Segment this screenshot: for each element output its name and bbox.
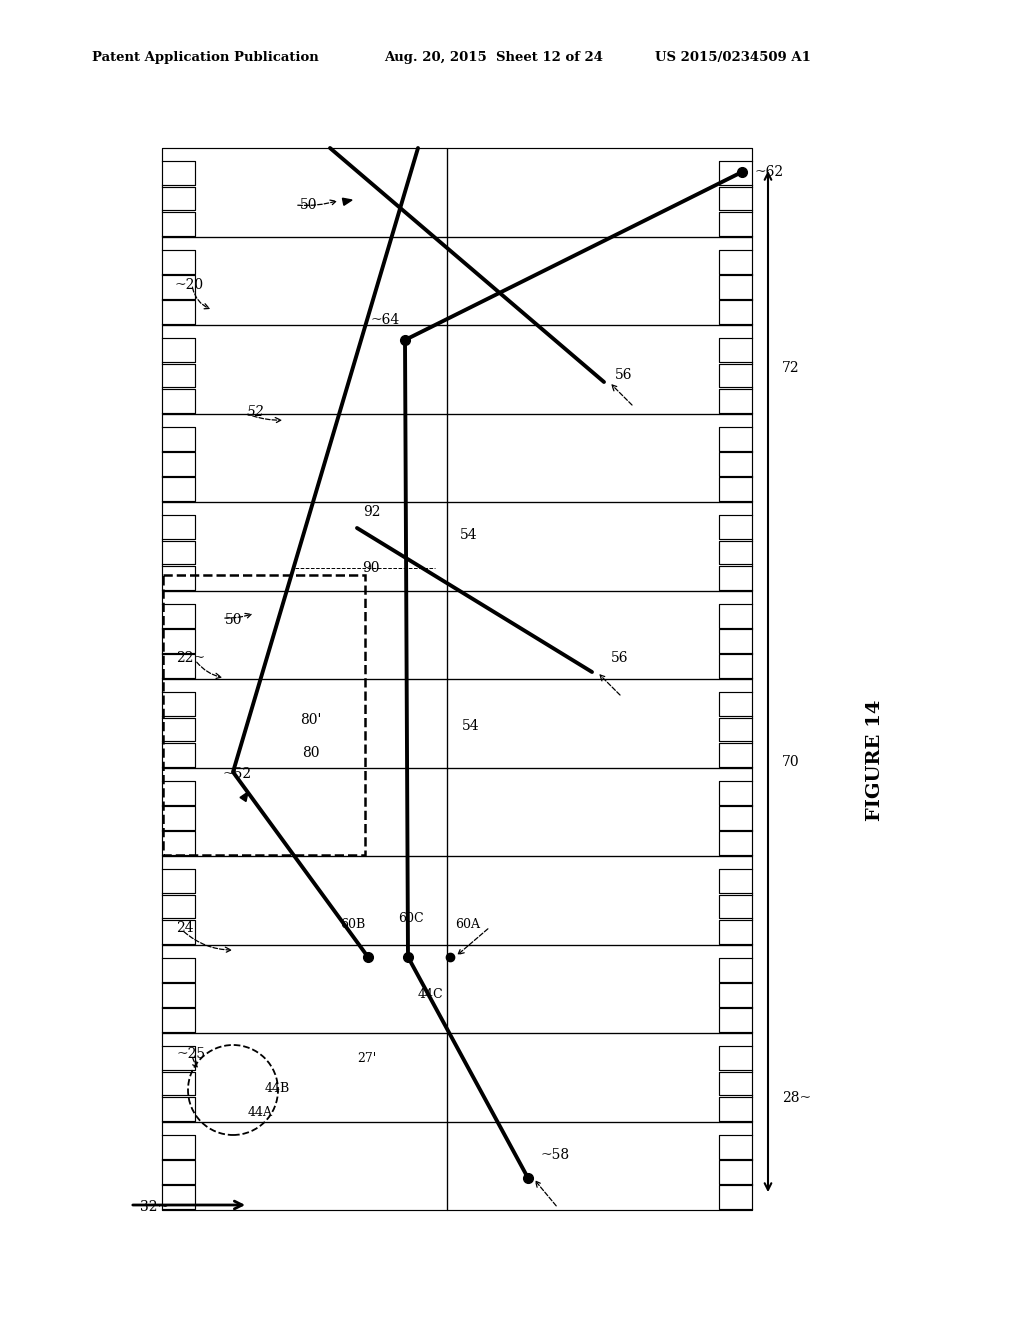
Text: 52: 52 — [247, 405, 265, 418]
Text: ~52: ~52 — [222, 767, 251, 781]
Polygon shape — [240, 792, 248, 801]
Text: 32~: 32~ — [140, 1200, 169, 1214]
Polygon shape — [342, 198, 352, 206]
Text: 44C: 44C — [418, 989, 443, 1002]
Text: Patent Application Publication: Patent Application Publication — [92, 51, 318, 65]
Text: ~62: ~62 — [755, 165, 784, 180]
Text: FIGURE 14: FIGURE 14 — [866, 700, 884, 821]
Text: 92: 92 — [362, 506, 381, 519]
Text: ~25: ~25 — [176, 1047, 205, 1061]
Text: ~20: ~20 — [175, 279, 204, 292]
Text: 50: 50 — [300, 198, 317, 213]
Text: 90: 90 — [362, 561, 380, 576]
Text: 27': 27' — [357, 1052, 376, 1064]
Text: ~58: ~58 — [540, 1148, 569, 1162]
Text: 60C: 60C — [398, 912, 424, 924]
Text: Aug. 20, 2015  Sheet 12 of 24: Aug. 20, 2015 Sheet 12 of 24 — [384, 51, 603, 65]
Text: 54: 54 — [462, 719, 479, 733]
Text: 56: 56 — [615, 368, 633, 381]
Text: 44B: 44B — [265, 1081, 290, 1094]
Text: 54: 54 — [460, 528, 477, 543]
Text: 28~: 28~ — [782, 1092, 811, 1105]
Text: US 2015/0234509 A1: US 2015/0234509 A1 — [655, 51, 811, 65]
Text: 80: 80 — [302, 746, 319, 760]
Text: 60A: 60A — [455, 919, 480, 932]
Text: 24: 24 — [176, 921, 194, 935]
Text: ~64: ~64 — [370, 313, 399, 327]
Text: 22~: 22~ — [176, 651, 205, 665]
Text: 70: 70 — [782, 755, 800, 770]
Text: 56: 56 — [611, 651, 629, 665]
Text: 72: 72 — [782, 360, 800, 375]
Text: 50: 50 — [225, 612, 243, 627]
Text: 44A: 44A — [248, 1106, 273, 1118]
Text: 80': 80' — [300, 713, 322, 727]
Text: 60B: 60B — [340, 919, 366, 932]
